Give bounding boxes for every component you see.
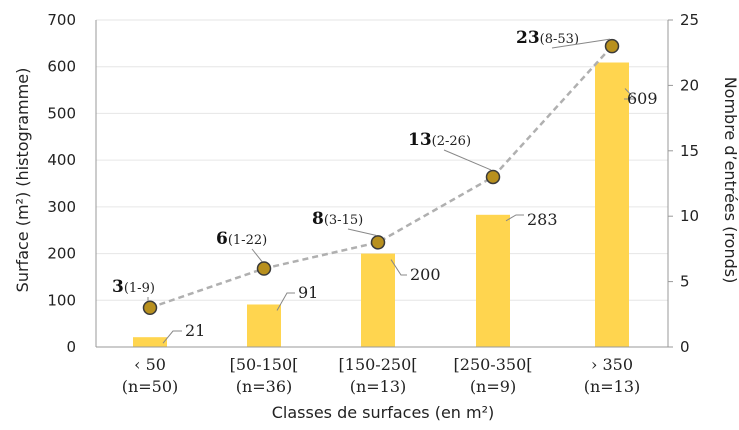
x-tick-sublabel: (n=13): [350, 377, 407, 396]
count-annotation-leader: [347, 228, 377, 236]
count-value: 6: [216, 229, 228, 249]
count-value: 13: [408, 130, 432, 150]
y-tick-label: 300: [47, 198, 76, 216]
count-annotation: 13(2-26): [408, 130, 471, 150]
count-range: (1-9): [124, 281, 155, 296]
bar-value-label: 21: [185, 321, 205, 340]
gridlines: [96, 19, 668, 301]
y-tick-label: 100: [47, 291, 76, 309]
bar-value-leader: [505, 214, 524, 222]
count-annotation: 8(3-15): [312, 209, 363, 229]
y-axis-title: Surface (m²) (histogramme): [13, 68, 32, 293]
x-tick-sublabel: (n=9): [470, 377, 516, 396]
x-tick-label: [150-250[: [339, 355, 418, 374]
x-tick-label: [50-150[: [230, 355, 299, 374]
count-range: (3-15): [324, 213, 363, 228]
count-value: 23: [516, 28, 540, 48]
bar-value-leader: [390, 259, 407, 276]
count-annotation: 23(8-53): [516, 28, 579, 48]
axes: [95, 19, 673, 348]
y2-tick-label: 10: [680, 207, 699, 225]
count-marker: [604, 38, 620, 54]
count-annotation-leader: [251, 248, 263, 262]
bar-value-label: 200: [410, 265, 441, 284]
count-marker: [485, 169, 501, 185]
y2-tick-label: 15: [680, 142, 699, 160]
count-annotation: 3(1-9): [112, 277, 155, 297]
y-tick-label: 400: [47, 151, 76, 169]
y2-tick-label: 5: [680, 273, 690, 291]
count-marker: [370, 235, 386, 250]
bar: [361, 253, 395, 347]
count-value: 3: [112, 277, 124, 297]
x-tick-sublabel: (n=50): [122, 377, 179, 396]
y-tick-label: 600: [47, 58, 76, 76]
bar-value-leader: [276, 292, 295, 311]
x-axis-title: Classes de surfaces (en m²): [272, 403, 495, 422]
x-tick-sublabel: (n=13): [584, 377, 641, 396]
y2-tick-label: 20: [680, 76, 699, 94]
x-tick-label: › 350: [591, 355, 633, 374]
count-annotation-leader: [443, 149, 492, 171]
count-marker: [142, 300, 158, 316]
count-range: (2-26): [432, 134, 471, 149]
y2-tick-label: 0: [680, 338, 690, 356]
count-line-path: [149, 45, 613, 309]
bar-value-leader: [624, 88, 637, 100]
count-value: 8: [312, 209, 324, 229]
bars: [133, 62, 629, 347]
y-tick-label: 0: [66, 338, 76, 356]
count-line: [142, 38, 620, 316]
bar: [247, 304, 281, 347]
bar: [595, 62, 629, 347]
count-annotation: 6(1-22): [216, 229, 267, 249]
x-tick-label: ‹ 50: [134, 355, 166, 374]
count-range: (1-22): [228, 233, 267, 248]
count-marker: [256, 261, 272, 276]
y2-axis-title: Nombre d’entrées (ronds): [721, 77, 739, 284]
bar: [476, 214, 510, 347]
bar: [133, 337, 167, 347]
count-range: (8-53): [540, 32, 579, 47]
bar-value-label: 91: [298, 283, 318, 302]
bar-value-leader: [162, 330, 182, 344]
y2-tick-label: 25: [680, 11, 699, 29]
labels: 0 100 200 300 400 500 600 700 0 5 10 15 20 25 21 91 200 2…: [47, 11, 699, 396]
x-tick-sublabel: (n=36): [236, 377, 293, 396]
y-tick-label: 200: [47, 245, 76, 263]
x-tick-label: [250-350[: [454, 355, 533, 374]
bar-value-label: 609: [627, 89, 658, 108]
y-tick-label: 500: [47, 104, 76, 122]
bar-value-label: 283: [527, 210, 558, 229]
y-tick-label: 700: [47, 11, 76, 29]
count-annotation-leader: [551, 38, 611, 49]
